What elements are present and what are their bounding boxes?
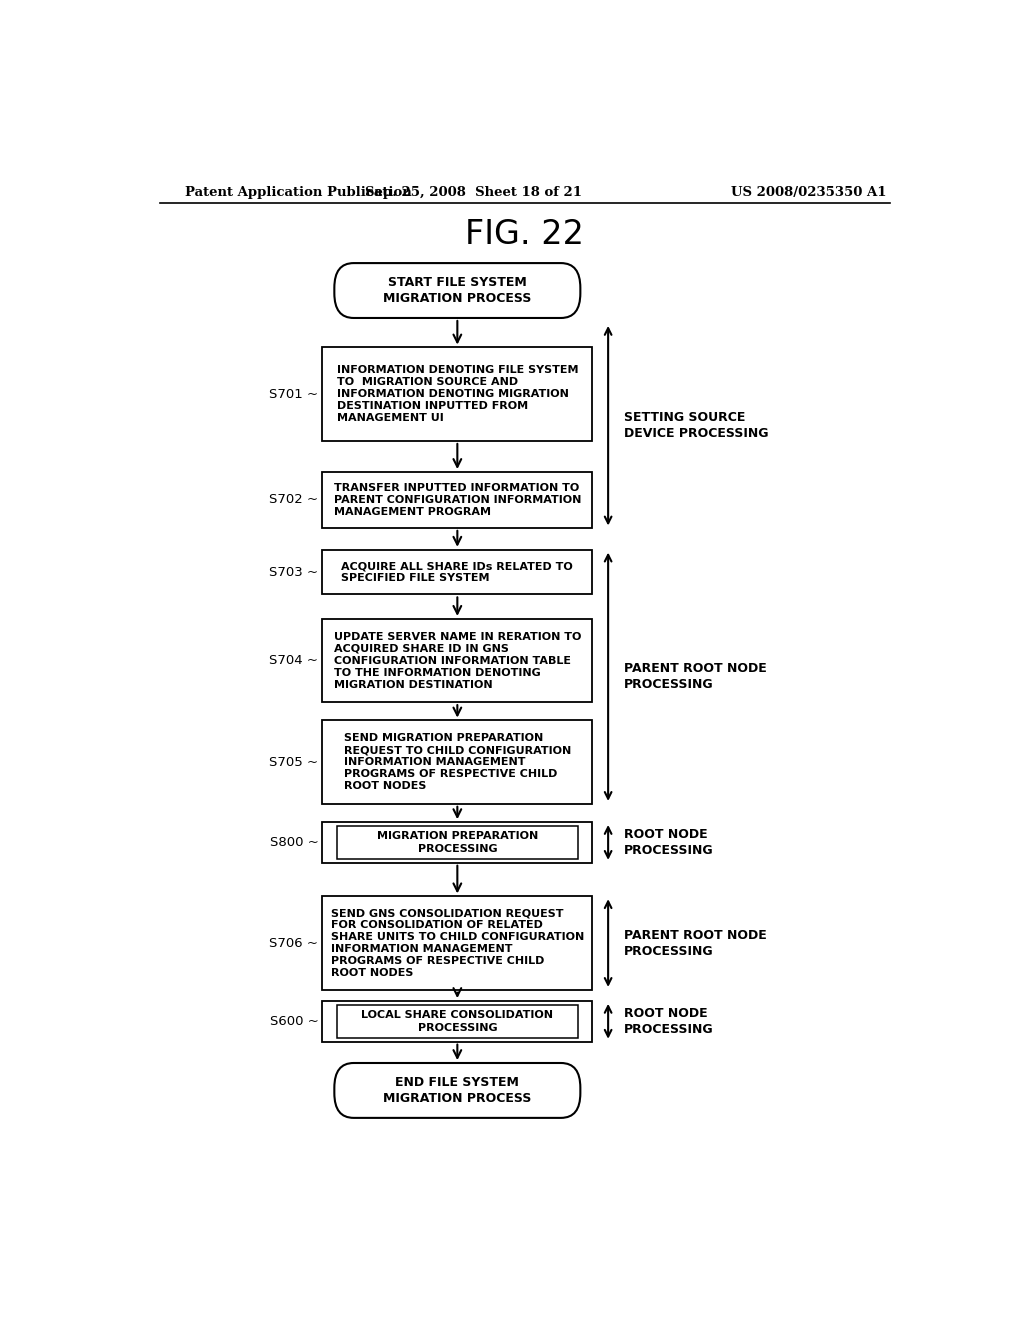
Text: SEND MIGRATION PREPARATION
REQUEST TO CHILD CONFIGURATION
INFORMATION MANAGEMENT: SEND MIGRATION PREPARATION REQUEST TO CH… xyxy=(344,733,571,791)
Text: END FILE SYSTEM
MIGRATION PROCESS: END FILE SYSTEM MIGRATION PROCESS xyxy=(383,1076,531,1105)
Text: S701 ~: S701 ~ xyxy=(269,388,318,401)
Text: US 2008/0235350 A1: US 2008/0235350 A1 xyxy=(731,186,887,199)
Text: S704 ~: S704 ~ xyxy=(269,653,318,667)
Text: ROOT NODE
PROCESSING: ROOT NODE PROCESSING xyxy=(624,828,714,857)
Text: Patent Application Publication: Patent Application Publication xyxy=(185,186,412,199)
Text: TRANSFER INPUTTED INFORMATION TO
PARENT CONFIGURATION INFORMATION
MANAGEMENT PRO: TRANSFER INPUTTED INFORMATION TO PARENT … xyxy=(334,483,581,517)
Text: S703 ~: S703 ~ xyxy=(269,565,318,578)
FancyBboxPatch shape xyxy=(337,826,578,859)
FancyBboxPatch shape xyxy=(323,549,592,594)
Text: S800 ~: S800 ~ xyxy=(269,836,318,849)
Text: SEND GNS CONSOLIDATION REQUEST
FOR CONSOLIDATION OF RELATED
SHARE UNITS TO CHILD: SEND GNS CONSOLIDATION REQUEST FOR CONSO… xyxy=(331,908,584,978)
FancyBboxPatch shape xyxy=(323,347,592,441)
Text: FIG. 22: FIG. 22 xyxy=(465,218,585,251)
Text: ROOT NODE
PROCESSING: ROOT NODE PROCESSING xyxy=(624,1007,714,1036)
FancyBboxPatch shape xyxy=(323,473,592,528)
Text: S706 ~: S706 ~ xyxy=(269,937,318,949)
Text: INFORMATION DENOTING FILE SYSTEM
TO  MIGRATION SOURCE AND
INFORMATION DENOTING M: INFORMATION DENOTING FILE SYSTEM TO MIGR… xyxy=(337,366,579,424)
Text: MIGRATION PREPARATION
PROCESSING: MIGRATION PREPARATION PROCESSING xyxy=(377,832,538,854)
Text: Sep. 25, 2008  Sheet 18 of 21: Sep. 25, 2008 Sheet 18 of 21 xyxy=(365,186,582,199)
FancyBboxPatch shape xyxy=(323,896,592,990)
Text: ACQUIRE ALL SHARE IDs RELATED TO
SPECIFIED FILE SYSTEM: ACQUIRE ALL SHARE IDs RELATED TO SPECIFI… xyxy=(341,561,573,583)
Text: START FILE SYSTEM
MIGRATION PROCESS: START FILE SYSTEM MIGRATION PROCESS xyxy=(383,276,531,305)
FancyBboxPatch shape xyxy=(323,822,592,863)
Text: S705 ~: S705 ~ xyxy=(269,755,318,768)
FancyBboxPatch shape xyxy=(337,1005,578,1038)
FancyBboxPatch shape xyxy=(323,619,592,702)
Text: SETTING SOURCE
DEVICE PROCESSING: SETTING SOURCE DEVICE PROCESSING xyxy=(624,412,768,440)
FancyBboxPatch shape xyxy=(334,1063,581,1118)
FancyBboxPatch shape xyxy=(323,721,592,804)
Text: S702 ~: S702 ~ xyxy=(269,494,318,507)
FancyBboxPatch shape xyxy=(334,263,581,318)
Text: PARENT ROOT NODE
PROCESSING: PARENT ROOT NODE PROCESSING xyxy=(624,663,767,692)
Text: UPDATE SERVER NAME IN RERATION TO
ACQUIRED SHARE ID IN GNS
CONFIGURATION INFORMA: UPDATE SERVER NAME IN RERATION TO ACQUIR… xyxy=(334,631,581,689)
FancyBboxPatch shape xyxy=(323,1001,592,1041)
Text: PARENT ROOT NODE
PROCESSING: PARENT ROOT NODE PROCESSING xyxy=(624,928,767,957)
Text: LOCAL SHARE CONSOLIDATION
PROCESSING: LOCAL SHARE CONSOLIDATION PROCESSING xyxy=(361,1010,553,1032)
Text: S600 ~: S600 ~ xyxy=(269,1015,318,1028)
